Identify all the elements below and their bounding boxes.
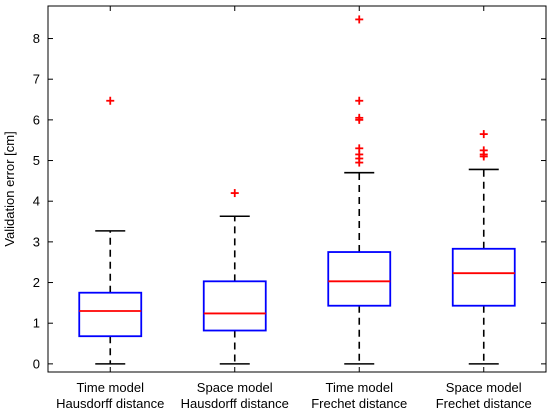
outlier-marker: [479, 146, 488, 155]
plot-area: [47, 5, 547, 373]
y-tick-label: 6: [33, 112, 40, 127]
x-category-label: Hausdorff distance: [56, 396, 164, 411]
x-category-label: Hausdorff distance: [181, 396, 289, 411]
x-category-label: Space model: [197, 380, 273, 395]
outlier-marker: [355, 113, 364, 122]
outlier-marker: [106, 96, 115, 105]
x-category-label: Frechet distance: [436, 396, 532, 411]
y-tick-label: 1: [33, 316, 40, 331]
box-3: [327, 15, 392, 365]
y-axis-label: Validation error [cm]: [2, 131, 17, 246]
box-1: [78, 96, 143, 365]
outlier-marker: [355, 144, 364, 153]
x-category-label: Time model: [326, 380, 394, 395]
x-category-label: Frechet distance: [311, 396, 407, 411]
y-axis: 0 1 2 3 4 5 6 7 8: [33, 31, 546, 371]
x-category-label: Time model: [77, 380, 145, 395]
iqr-box: [202, 280, 267, 332]
y-tick-label: 8: [33, 31, 40, 46]
y-tick-label: 4: [33, 194, 40, 209]
y-tick-label: 5: [33, 153, 40, 168]
outlier-marker: [479, 130, 488, 139]
iqr-box: [327, 251, 392, 307]
outlier-marker: [355, 15, 364, 24]
iqr-box: [451, 247, 516, 307]
y-tick-label: 2: [33, 275, 40, 290]
iqr-box: [78, 291, 143, 338]
outlier-marker: [230, 189, 239, 198]
y-tick-label: 7: [33, 72, 40, 87]
box-series: [78, 15, 516, 365]
x-category-label: Space model: [446, 380, 522, 395]
y-tick-label: 3: [33, 234, 40, 249]
box-2: [202, 189, 267, 365]
y-tick-label: 0: [33, 356, 40, 371]
outlier-marker: [355, 96, 364, 105]
box-4: [451, 130, 516, 365]
